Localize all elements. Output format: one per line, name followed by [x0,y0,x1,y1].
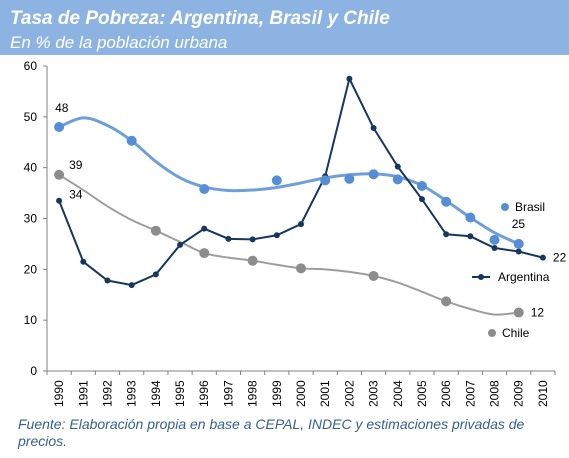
data-point-chile [247,255,258,266]
y-tick-label: 0 [30,364,37,378]
data-point-argentina [104,277,111,284]
x-tick-label: 1993 [125,380,139,407]
x-tick-label: 2003 [367,380,381,407]
data-point-brasil [126,135,137,146]
data-label-brasil: 25 [512,217,526,231]
data-point-brasil [199,184,210,195]
x-tick-label: 1997 [221,380,235,407]
chart-title: Tasa de Pobreza: Argentina, Brasil y Chi… [10,8,390,29]
data-point-brasil [54,122,65,132]
data-label-argentina: 22 [553,251,567,265]
data-label-brasil: 48 [55,101,69,115]
x-tick-label: 2006 [439,380,453,407]
x-tick-label: 1998 [246,380,260,407]
legend-label-chile: Chile [502,326,530,340]
data-point-brasil [271,175,282,186]
data-point-argentina [515,248,522,255]
x-tick-label: 2010 [536,380,550,407]
x-tick-label: 1996 [197,380,211,407]
legend-marker-chile [488,329,496,337]
data-point-argentina [346,75,353,82]
data-point-brasil [489,234,500,245]
data-point-chile [150,225,161,236]
x-tick-label: 2004 [391,380,405,407]
data-point-brasil [441,196,452,207]
data-point-argentina [370,125,377,132]
data-point-argentina [491,244,498,251]
trend-line-brasil [58,116,520,246]
data-label-argentina: 34 [69,188,83,202]
x-tick-label: 2005 [415,380,429,407]
data-point-brasil [368,169,379,180]
x-tick-label: 1991 [76,380,90,407]
source-note: Fuente: Elaboración propia en base a CEP… [18,416,525,449]
x-tick-label: 2008 [488,380,502,407]
legend-label-argentina: Argentina [498,270,550,284]
x-tick-label: 1990 [52,380,66,407]
poverty-line-chart: 0 10 20 30 40 50 60 1990 1991 1992 1993 1994 1995 199… [24,59,567,407]
y-tick-label: 10 [24,313,38,327]
data-point-chile [54,169,65,180]
data-point-chile [513,307,524,318]
data-point-argentina [152,271,159,278]
x-tick-label: 1994 [149,380,163,407]
data-point-argentina [394,163,401,170]
x-tick-label: 2009 [512,380,526,407]
data-point-argentina [56,197,63,204]
data-point-argentina [539,254,546,261]
data-point-brasil [392,174,403,185]
legend-marker-argentina [478,274,484,280]
x-tick-label: 1999 [270,380,284,407]
x-tick-label: 2007 [463,380,477,407]
data-point-chile [441,296,452,307]
data-point-argentina [273,232,280,239]
data-point-argentina [80,258,87,265]
legend-marker-brasil [501,203,509,211]
data-point-argentina [249,236,256,243]
y-tick-label: 40 [24,161,38,175]
data-point-chile [199,248,210,259]
data-point-argentina [443,231,450,238]
y-tick-label: 30 [24,212,38,226]
data-point-argentina [467,233,474,240]
x-tick-label: 1995 [173,380,187,407]
legend-label-brasil: Brasil [515,200,545,214]
y-tick-label: 50 [24,110,38,124]
data-point-chile [368,270,379,281]
data-point-chile [296,263,306,274]
data-point-argentina [298,221,304,228]
data-label-chile: 39 [69,158,83,172]
x-tick-label: 2000 [294,380,308,407]
data-point-brasil [513,238,524,249]
y-tick-label: 60 [24,59,38,73]
data-point-brasil [320,175,331,186]
data-point-argentina [201,225,208,232]
data-label-chile: 12 [531,306,545,320]
data-point-argentina [225,235,232,242]
chart-header: Tasa de Pobreza: Argentina, Brasil y Chi… [0,0,569,55]
y-tick-label: 20 [24,262,38,276]
data-point-argentina [128,282,135,289]
trend-line-chile [58,173,519,316]
x-tick-label: 1992 [100,380,114,407]
data-point-argentina [177,241,184,248]
chart-subtitle: En % de la población urbana [10,33,228,52]
x-tick-label: 2002 [342,380,356,407]
data-point-brasil [465,212,476,223]
data-point-brasil [416,180,427,191]
x-tick-label: 2001 [318,380,332,407]
data-point-argentina [418,196,425,203]
data-point-brasil [344,173,355,184]
